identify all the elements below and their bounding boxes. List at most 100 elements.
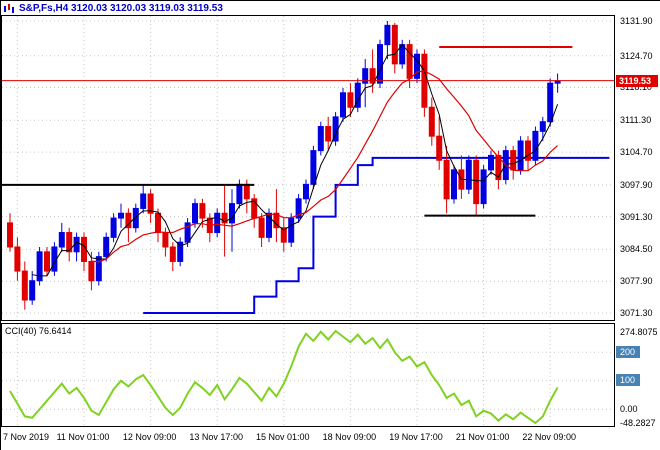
candle-body (414, 53, 420, 79)
candle-body (155, 212, 161, 234)
candle-body (103, 236, 110, 258)
candle-body (443, 159, 450, 200)
candle-body (539, 121, 546, 132)
candle-body (510, 150, 517, 171)
time-axis-label: 21 Nov 01:00 (455, 432, 510, 442)
candle-body (362, 68, 369, 84)
time-axis[interactable]: 7 Nov 2019 11 Nov 01:00 12 Nov 09:00 13 Nov… (1, 431, 660, 447)
candle-body (377, 44, 383, 84)
candle-body (451, 169, 457, 200)
candle-body (295, 198, 302, 219)
candle-body (525, 140, 531, 161)
candle-body (147, 193, 154, 214)
candle-body (66, 232, 73, 253)
price-tick-label: 3131.90 (620, 16, 653, 26)
candlestick-chart-icon (4, 3, 14, 13)
candle-body (369, 68, 376, 84)
candle-body (280, 227, 287, 243)
cci-zero-label: 0.00 (620, 404, 638, 414)
main-chart-panel[interactable] (1, 15, 615, 321)
current-price-badge: 3119.53 (616, 75, 658, 87)
price-tick-label: 3091.30 (620, 211, 653, 222)
candle-body (229, 203, 235, 224)
candle-body (310, 150, 317, 185)
candle-body (132, 207, 139, 229)
candle-body (169, 246, 176, 262)
candle-body (95, 256, 102, 282)
time-axis-label: 13 Nov 17:00 (189, 432, 243, 442)
time-axis-label: 18 Nov 09:00 (322, 432, 377, 442)
candle-body (14, 246, 21, 272)
candle-body (221, 212, 228, 224)
candle-body (7, 222, 13, 248)
candle-body (391, 24, 398, 65)
candle-body (495, 154, 502, 181)
candle-body (303, 183, 309, 200)
price-tick-label: 3111.30 (620, 115, 652, 126)
candle-body (140, 193, 147, 209)
cci-line (9, 329, 559, 425)
cci-level-100-badge: 100 (616, 374, 640, 386)
candle-body (428, 106, 435, 137)
chart-title-bar: S&P,Fs,H4 3120.03 3120.03 3119.03 3119.5… (1, 1, 615, 15)
price-tick-label: 3104.70 (620, 147, 653, 158)
candle-body (29, 280, 36, 301)
candle-body (325, 126, 332, 142)
candle-body (406, 44, 413, 79)
candle-body (347, 92, 354, 108)
time-axis-label: 19 Nov 17:00 (389, 432, 443, 442)
cci-chart-canvas[interactable] (2, 324, 614, 426)
candle-body (125, 212, 132, 229)
cci-indicator-panel[interactable]: CCI(40) 76.6414 (1, 323, 615, 427)
candle-body (21, 270, 28, 301)
price-chart-canvas[interactable] (2, 16, 614, 320)
candle-body (243, 183, 250, 200)
price-tick-label: 3118.10 (620, 82, 652, 93)
candle-body (436, 135, 443, 161)
cci-level-200-badge: 200 (616, 346, 640, 358)
time-axis-label: 12 Nov 09:00 (122, 432, 177, 442)
candle-body (184, 222, 191, 243)
candle-body (273, 212, 280, 229)
cci-scale-min-label: -48.2827 (620, 418, 656, 428)
candle-body (554, 80, 561, 84)
time-axis-label: 15 Nov 01:00 (256, 432, 310, 442)
price-tick-label: 3071.30 (620, 308, 653, 318)
time-axis-label: 7 Nov 2019 (3, 432, 50, 442)
candle-body (162, 232, 169, 248)
candle-body (88, 260, 95, 282)
ma-slow-line (91, 70, 559, 263)
candle-body (340, 92, 346, 118)
candle-body (199, 203, 206, 219)
candle-body (317, 126, 324, 152)
price-tick-label: 3124.70 (620, 50, 653, 61)
candle-body (258, 217, 265, 238)
price-tick-label: 3077.90 (620, 276, 653, 287)
candle-body (36, 251, 43, 282)
candle-body (44, 251, 50, 272)
cci-indicator-label: CCI(40) 76.6414 (5, 326, 72, 336)
ma-fast-line (32, 43, 559, 277)
price-tick-label: 3097.90 (620, 179, 653, 190)
candle-body (465, 159, 472, 190)
candle-body (473, 159, 480, 205)
price-tick-label: 3084.50 (620, 244, 653, 255)
symbol-ohlc-title: S&P,Fs,H4 3120.03 3120.03 3119.03 3119.5… (19, 2, 223, 14)
candle-body (288, 217, 295, 243)
cci-scale-max-label: 274.8075 (620, 327, 658, 337)
candle-body (517, 140, 524, 171)
indicator-axis[interactable]: 274.8075 200 100 0.00 -48.2827 (616, 323, 660, 429)
candle-body (58, 232, 65, 248)
candle-body (214, 212, 221, 234)
candle-body (266, 212, 272, 238)
candle-body (118, 212, 124, 219)
candle-body (384, 24, 391, 46)
time-axis-label: 11 Nov 01:00 (56, 432, 110, 442)
candle-body (110, 217, 117, 238)
step-support-line (143, 156, 610, 314)
candle-body (488, 154, 494, 171)
candle-body (532, 130, 539, 161)
candle-body (236, 183, 243, 205)
time-axis-label: 22 Nov 09:00 (522, 432, 576, 442)
